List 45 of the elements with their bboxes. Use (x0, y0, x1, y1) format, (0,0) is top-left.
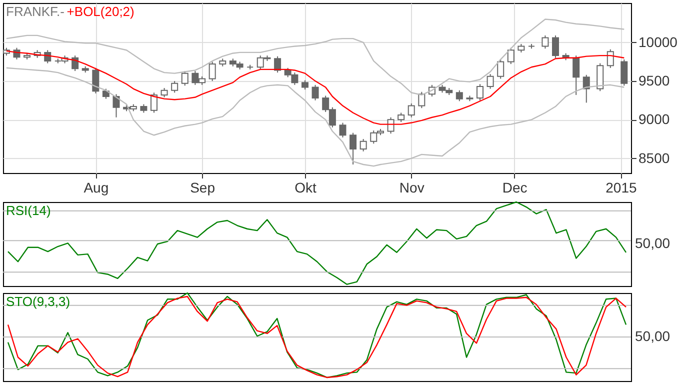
candlestick (486, 74, 494, 90)
x-tick-label: 2015 (606, 180, 637, 196)
candlestick (171, 80, 178, 94)
x-tick-label: Aug (84, 180, 109, 196)
candlestick (181, 70, 188, 86)
text: +BOL(20;2) (66, 4, 134, 19)
candlestick (552, 34, 560, 58)
chart-title: FRANKF.- (6, 4, 64, 19)
y-tick-label: 8500 (638, 150, 670, 166)
candlestick (497, 58, 504, 80)
candlestick (301, 80, 308, 90)
candlestick (112, 94, 120, 118)
x-tick-label: Dec (502, 180, 528, 196)
text: 50,00 (635, 235, 670, 251)
candlestick (596, 62, 604, 92)
candlestick (160, 88, 168, 98)
text: RSI(14) (6, 203, 51, 218)
line-series (6, 67, 625, 167)
candlestick (312, 84, 319, 101)
x-tick-label: Nov (399, 180, 424, 196)
x-tick-label: Sep (190, 180, 216, 196)
x-tick-label: Okt (294, 180, 316, 196)
y-tick-label: 10000 (638, 34, 678, 50)
candlestick (92, 67, 100, 94)
text: 50,00 (635, 328, 670, 344)
candlestick (150, 92, 158, 114)
y-tick-label: 9500 (638, 72, 670, 89)
candlestick (350, 132, 357, 165)
candlestick (507, 47, 514, 65)
candlestick (542, 34, 549, 50)
candlestick (572, 55, 580, 96)
candlestick (339, 122, 346, 138)
candlestick (418, 91, 426, 109)
candlestick (360, 138, 367, 152)
candlestick (606, 48, 614, 68)
candlestick (208, 61, 216, 82)
y-tick-label: 9000 (638, 111, 670, 128)
candlestick (456, 90, 463, 102)
candlestick (398, 112, 405, 122)
candlestick (408, 102, 415, 118)
series-label: STO(9,3,3) (6, 294, 70, 309)
candlestick (620, 58, 628, 86)
candlestick (582, 74, 590, 104)
candlestick (476, 84, 484, 101)
candlestick (102, 88, 110, 100)
